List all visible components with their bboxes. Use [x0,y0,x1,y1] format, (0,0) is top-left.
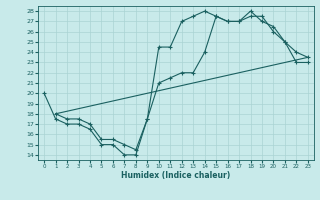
X-axis label: Humidex (Indice chaleur): Humidex (Indice chaleur) [121,171,231,180]
